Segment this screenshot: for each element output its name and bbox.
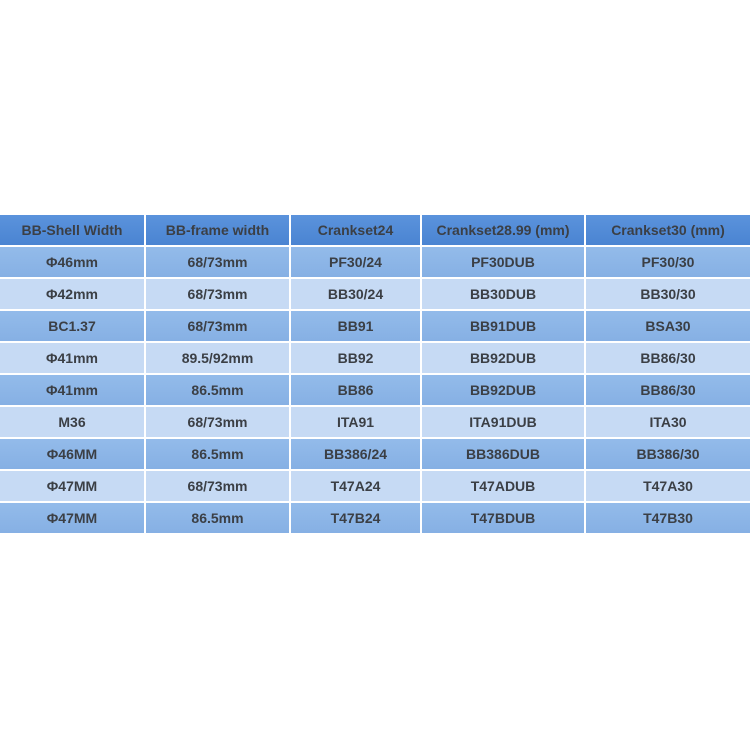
table-cell: Φ46MM: [0, 437, 146, 471]
table-cell: BB30/24: [289, 277, 422, 311]
table-cell: T47ADUB: [420, 469, 586, 503]
table-cell: BB30/30: [584, 277, 750, 311]
table-cell: Φ41mm: [0, 373, 146, 407]
column-header: Crankset24: [289, 213, 422, 247]
table-cell: M36: [0, 405, 146, 439]
table-cell: T47A24: [289, 469, 422, 503]
table-row: Φ46MM 86.5mm BB386/24 BB386DUB BB386/30: [0, 437, 750, 471]
table-cell: BB92DUB: [420, 373, 586, 407]
table-cell: BC1.37: [0, 309, 146, 343]
table-row: M36 68/73mm ITA91 ITA91DUB ITA30: [0, 405, 750, 439]
table-cell: BB86: [289, 373, 422, 407]
table-cell: Φ46mm: [0, 245, 146, 279]
table-cell: 86.5mm: [144, 373, 291, 407]
table-cell: 68/73mm: [144, 277, 291, 311]
table-cell: BSA30: [584, 309, 750, 343]
table-cell: Φ42mm: [0, 277, 146, 311]
table-cell: PF30DUB: [420, 245, 586, 279]
table-cell: BB92: [289, 341, 422, 375]
table-cell: BB92DUB: [420, 341, 586, 375]
table-cell: 68/73mm: [144, 405, 291, 439]
table-cell: BB91DUB: [420, 309, 586, 343]
table-cell: BB386/30: [584, 437, 750, 471]
table-row: BC1.37 68/73mm BB91 BB91DUB BSA30: [0, 309, 750, 343]
table-cell: Φ47MM: [0, 469, 146, 503]
table-row: Φ46mm 68/73mm PF30/24 PF30DUB PF30/30: [0, 245, 750, 279]
table-cell: PF30/30: [584, 245, 750, 279]
column-header: BB-frame width: [144, 213, 291, 247]
table-cell: 68/73mm: [144, 309, 291, 343]
table-cell: ITA91: [289, 405, 422, 439]
column-header: BB-Shell Width: [0, 213, 146, 247]
table-cell: T47B24: [289, 501, 422, 535]
table-cell: BB386DUB: [420, 437, 586, 471]
table-cell: 86.5mm: [144, 501, 291, 535]
column-header: Crankset28.99 (mm): [420, 213, 586, 247]
bottom-bracket-table: BB-Shell Width BB-frame width Crankset24 Cr…: [0, 213, 750, 535]
table-cell: BB86/30: [584, 341, 750, 375]
table-row: Φ41mm 89.5/92mm BB92 BB92DUB BB86/30: [0, 341, 750, 375]
table-cell: ITA91DUB: [420, 405, 586, 439]
table-cell: T47BDUB: [420, 501, 586, 535]
table-cell: BB91: [289, 309, 422, 343]
table-cell: 86.5mm: [144, 437, 291, 471]
table-cell: BB386/24: [289, 437, 422, 471]
table-cell: 89.5/92mm: [144, 341, 291, 375]
table-cell: BB86/30: [584, 373, 750, 407]
table-cell: BB30DUB: [420, 277, 586, 311]
table-cell: ITA30: [584, 405, 750, 439]
table-cell: 68/73mm: [144, 245, 291, 279]
table-cell: Φ47MM: [0, 501, 146, 535]
table-row: Φ47MM 86.5mm T47B24 T47BDUB T47B30: [0, 501, 750, 535]
table-row: Φ41mm 86.5mm BB86 BB92DUB BB86/30: [0, 373, 750, 407]
table-cell: 68/73mm: [144, 469, 291, 503]
table-row: Φ42mm 68/73mm BB30/24 BB30DUB BB30/30: [0, 277, 750, 311]
table-cell: T47A30: [584, 469, 750, 503]
table-cell: PF30/24: [289, 245, 422, 279]
table-row: Φ47MM 68/73mm T47A24 T47ADUB T47A30: [0, 469, 750, 503]
table-cell: Φ41mm: [0, 341, 146, 375]
table-header-row: BB-Shell Width BB-frame width Crankset24 Cr…: [0, 213, 750, 247]
table-cell: T47B30: [584, 501, 750, 535]
column-header: Crankset30 (mm): [584, 213, 750, 247]
